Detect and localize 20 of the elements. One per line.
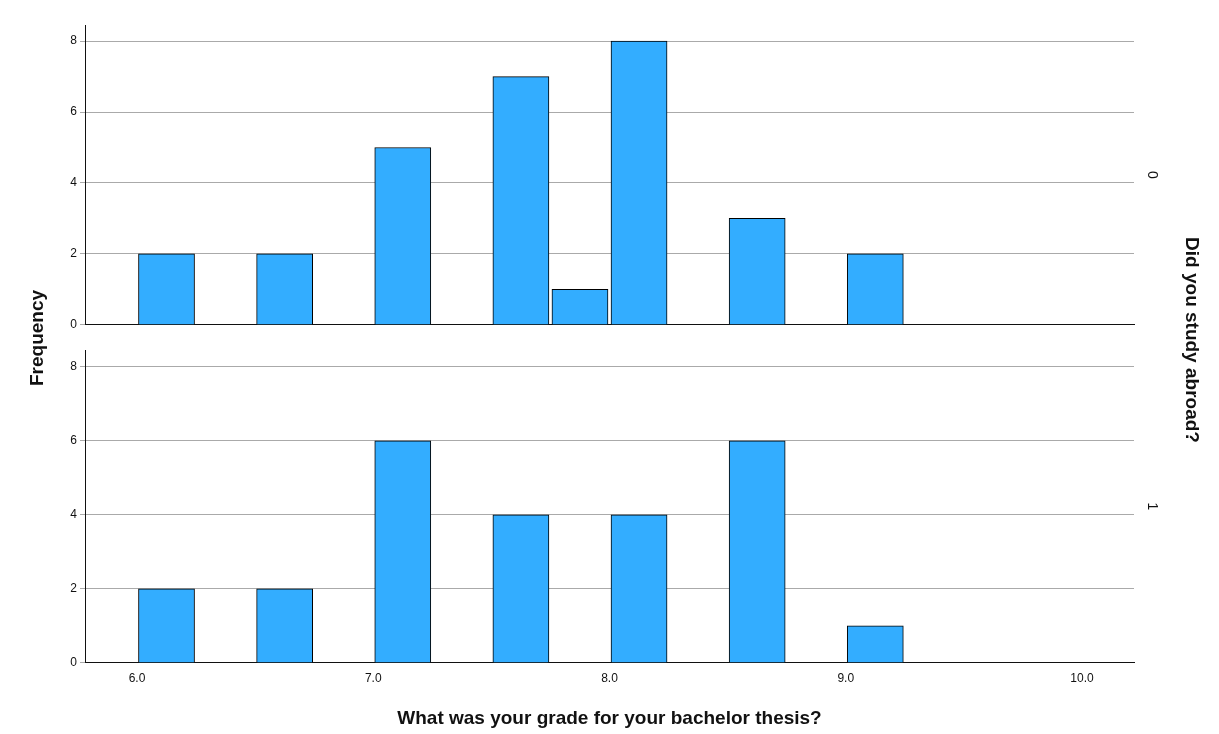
x-tick-label: 8.0: [601, 671, 619, 686]
x-tick-label: 10.0: [1070, 671, 1095, 686]
y2-axis-title: Did you study abroad?: [1181, 237, 1203, 443]
y-tick-label: 6: [70, 433, 78, 448]
y-tick-label: 8: [70, 33, 78, 48]
x-axis-title: What was your grade for your bachelor thesis?: [397, 706, 822, 728]
y-tick-label: 0: [70, 655, 78, 670]
y-tick-label: 0: [70, 317, 78, 332]
y-axis-title: Frequency: [26, 289, 48, 387]
text: 0: [1145, 171, 1162, 180]
y-tick-label: 6: [70, 104, 78, 119]
x-tick-label: 6.0: [128, 671, 146, 686]
y-tick-label: 4: [70, 507, 78, 522]
y-tick-label: 2: [70, 581, 78, 596]
y-tick-label: 4: [70, 175, 78, 190]
y-tick-label: 2: [70, 246, 78, 261]
y-tick-label: 8: [70, 359, 78, 374]
text: 1: [1145, 502, 1162, 511]
x-tick-label: 7.0: [364, 671, 382, 686]
x-tick-label: 9.0: [837, 671, 855, 686]
